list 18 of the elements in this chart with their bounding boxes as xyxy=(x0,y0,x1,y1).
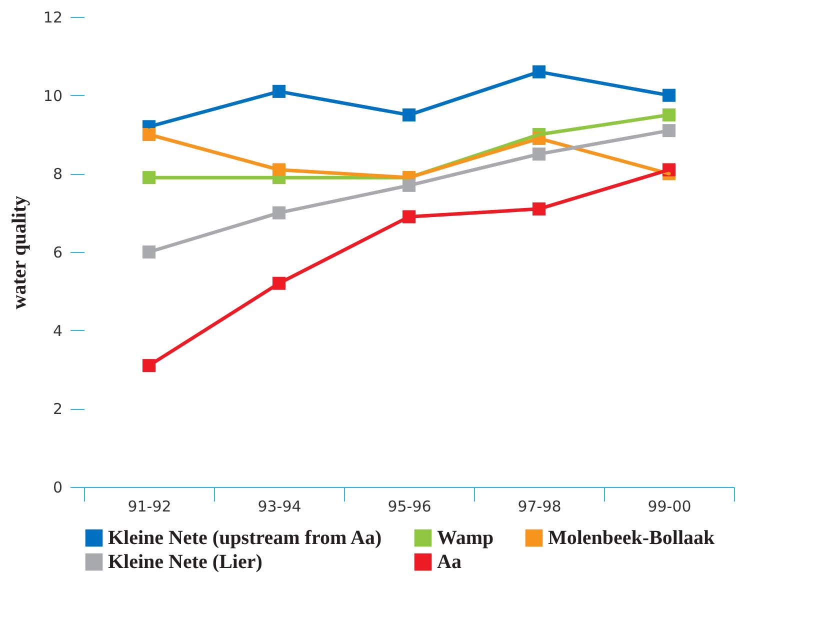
x-tick-label: 95-96 xyxy=(388,498,432,516)
legend-label: Wamp xyxy=(437,527,494,549)
x-tick-label: 97-98 xyxy=(518,498,562,516)
y-tick-label: 6 xyxy=(52,244,62,262)
legend-label: Kleine Nete (upstream from Aa) xyxy=(108,527,382,549)
y-axis-title: water quality xyxy=(8,196,30,310)
x-tick-label: 91-92 xyxy=(128,498,172,516)
y-tick-label: 0 xyxy=(52,478,62,496)
y-tick-label: 8 xyxy=(52,165,62,184)
x-tick-label: 93-94 xyxy=(258,498,302,516)
legend-label: Aa xyxy=(437,551,462,573)
y-tick-label: 12 xyxy=(43,8,62,26)
legend-label: Molenbeek-Bollaak xyxy=(548,527,716,549)
legend-label: Kleine Nete (Lier) xyxy=(108,551,262,573)
x-tick-label: 99-00 xyxy=(648,498,692,516)
y-tick-label: 4 xyxy=(52,322,62,340)
y-tick-label: 2 xyxy=(52,400,62,418)
y-tick-label: 10 xyxy=(43,86,62,105)
